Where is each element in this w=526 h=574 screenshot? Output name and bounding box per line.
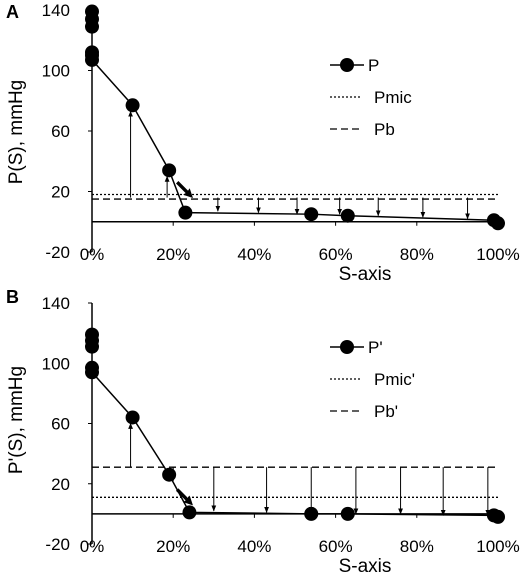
chart-panel-a: A -20 20 60 100 140 0% 20% 40% 60% 80% 100% S-axis P(… xyxy=(6,1,520,285)
y-tick-label: 60 xyxy=(51,122,70,141)
y-tick-label: -20 xyxy=(45,243,70,262)
legend-marker-p xyxy=(340,58,354,72)
y-tick-label: 100 xyxy=(42,354,70,373)
data-point xyxy=(162,163,177,178)
x-tick-label: 60% xyxy=(319,537,353,556)
data-point xyxy=(85,45,99,60)
legend-label: Pmic xyxy=(374,88,412,107)
chart-panel-b: B -20 20 60 100 140 0% 20% 40% 60% 80% 100% S-axis P'… xyxy=(6,287,520,574)
y-axis-title: P'(S), mmHg xyxy=(6,366,27,474)
x-axis-title: S-axis xyxy=(339,264,392,285)
data-point xyxy=(125,98,140,113)
data-point xyxy=(491,509,505,524)
x-tick-label: 20% xyxy=(156,245,190,264)
data-point xyxy=(125,410,140,425)
y-tick-label: 140 xyxy=(42,294,70,313)
data-point xyxy=(304,207,319,222)
x-tick-label: 80% xyxy=(400,537,434,556)
pointer-arrow xyxy=(175,181,193,199)
legend-label: Pmic' xyxy=(374,370,415,389)
data-point xyxy=(85,327,99,342)
y-tick-label: 140 xyxy=(42,1,70,20)
data-point xyxy=(491,216,505,231)
data-point xyxy=(162,467,177,482)
x-tick-label: 40% xyxy=(237,537,271,556)
x-tick-label: 40% xyxy=(237,245,271,264)
pointer-arrow xyxy=(175,488,193,506)
x-tick-label: 0% xyxy=(80,537,105,556)
x-tick-label: 100% xyxy=(476,537,519,556)
series-line-p xyxy=(91,59,499,224)
legend-marker-p xyxy=(340,340,354,354)
y-tick-label: 60 xyxy=(51,415,70,434)
x-tick-label: 0% xyxy=(80,245,105,264)
y-tick-label: 20 xyxy=(51,475,70,494)
x-tick-label: 20% xyxy=(156,537,190,556)
data-point xyxy=(85,360,99,375)
x-tick-label: 80% xyxy=(400,245,434,264)
x-axis-title: S-axis xyxy=(339,556,392,574)
legend-label: P xyxy=(368,56,379,75)
x-tick-label: 100% xyxy=(476,245,519,264)
data-point xyxy=(340,506,355,521)
y-tick-label: -20 xyxy=(45,535,70,554)
legend-label: P' xyxy=(368,338,383,357)
y-tick-label: 100 xyxy=(42,62,70,81)
legend-label: Pb xyxy=(374,120,395,139)
series-line-p xyxy=(91,371,499,518)
data-point xyxy=(85,4,99,19)
panel-letter: B xyxy=(6,287,19,307)
x-tick-label: 60% xyxy=(319,245,353,264)
y-tick-label: 20 xyxy=(51,183,70,202)
y-axis-title: P(S), mmHg xyxy=(6,80,27,185)
data-point xyxy=(304,506,319,521)
data-point xyxy=(182,505,197,520)
data-point xyxy=(340,208,355,223)
panel-letter: A xyxy=(6,2,19,22)
legend-label: Pb' xyxy=(374,402,398,421)
data-point xyxy=(178,205,193,220)
